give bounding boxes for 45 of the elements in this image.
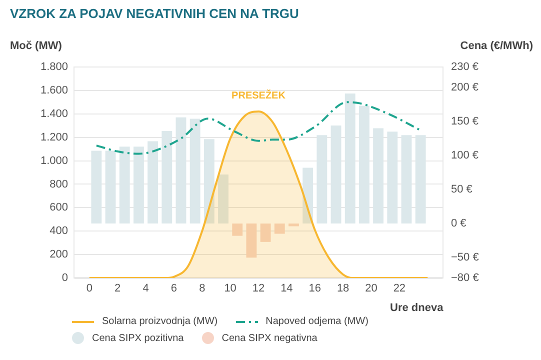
bar xyxy=(288,224,299,226)
y-tick-label: 800 xyxy=(50,178,68,190)
legend-label: Napoved odjema (MW) xyxy=(266,316,368,327)
legend-label: Cena SIPX negativna xyxy=(222,332,318,344)
x-tick-label: 8 xyxy=(199,282,206,295)
y-tick-label: 1.200 xyxy=(40,131,68,144)
line-series xyxy=(95,101,422,155)
bar xyxy=(274,224,285,234)
y2-tick-label: 100 € xyxy=(451,150,479,162)
x-tick-label: 4 xyxy=(142,282,149,295)
y-tick-label: 600 xyxy=(50,202,68,214)
bar xyxy=(260,224,271,242)
y-tick-label: 200 xyxy=(50,248,68,261)
annotation: PRESEŽEK xyxy=(232,89,286,102)
y2-axis-title: Cena (€/MWh) xyxy=(460,40,533,52)
y-tick-label: 400 xyxy=(50,225,68,238)
y2-tick-label: 0 € xyxy=(451,218,466,230)
y2-tick-label: −50 € xyxy=(451,252,479,264)
x-tick-label: 0 xyxy=(86,282,92,295)
x-axis-title: Ure dneva xyxy=(390,302,444,314)
x-tick-label: 18 xyxy=(336,282,350,295)
x-tick-label: 16 xyxy=(308,282,321,295)
x-tick-label: 12 xyxy=(252,282,265,295)
x-tick-label: 2 xyxy=(114,282,121,295)
legend-label: Solarna proizvodnja (MW) xyxy=(102,316,218,327)
y-tick-label: 0 xyxy=(62,272,68,284)
y2-tick-label: 150 € xyxy=(451,115,479,128)
x-tick-label: 20 xyxy=(365,282,378,295)
y2-tick-label: −80 € xyxy=(451,272,479,284)
y-tick-label: 1.600 xyxy=(40,84,68,96)
y-tick-label: 1.000 xyxy=(40,154,68,167)
x-tick-label: 6 xyxy=(170,282,177,295)
bar xyxy=(246,224,257,258)
x-tick-label: 22 xyxy=(393,282,406,295)
x-tick-label: 14 xyxy=(280,282,293,295)
bar xyxy=(232,224,243,236)
y2-tick-label: 50 € xyxy=(451,184,472,196)
y-axis-title: Moč (MW) xyxy=(10,40,62,52)
y2-tick-label: 200 € xyxy=(451,81,479,94)
y2-tick-label: 230 € xyxy=(451,61,479,74)
chart-title: VZROK ZA POJAV NEGATIVNIH CEN NA TRGU xyxy=(10,6,299,21)
y-tick-label: 1.800 xyxy=(40,61,68,74)
legend-label: Cena SIPX pozitivna xyxy=(92,332,184,344)
x-tick-label: 10 xyxy=(224,282,236,295)
y-tick-label: 1.400 xyxy=(40,108,68,120)
